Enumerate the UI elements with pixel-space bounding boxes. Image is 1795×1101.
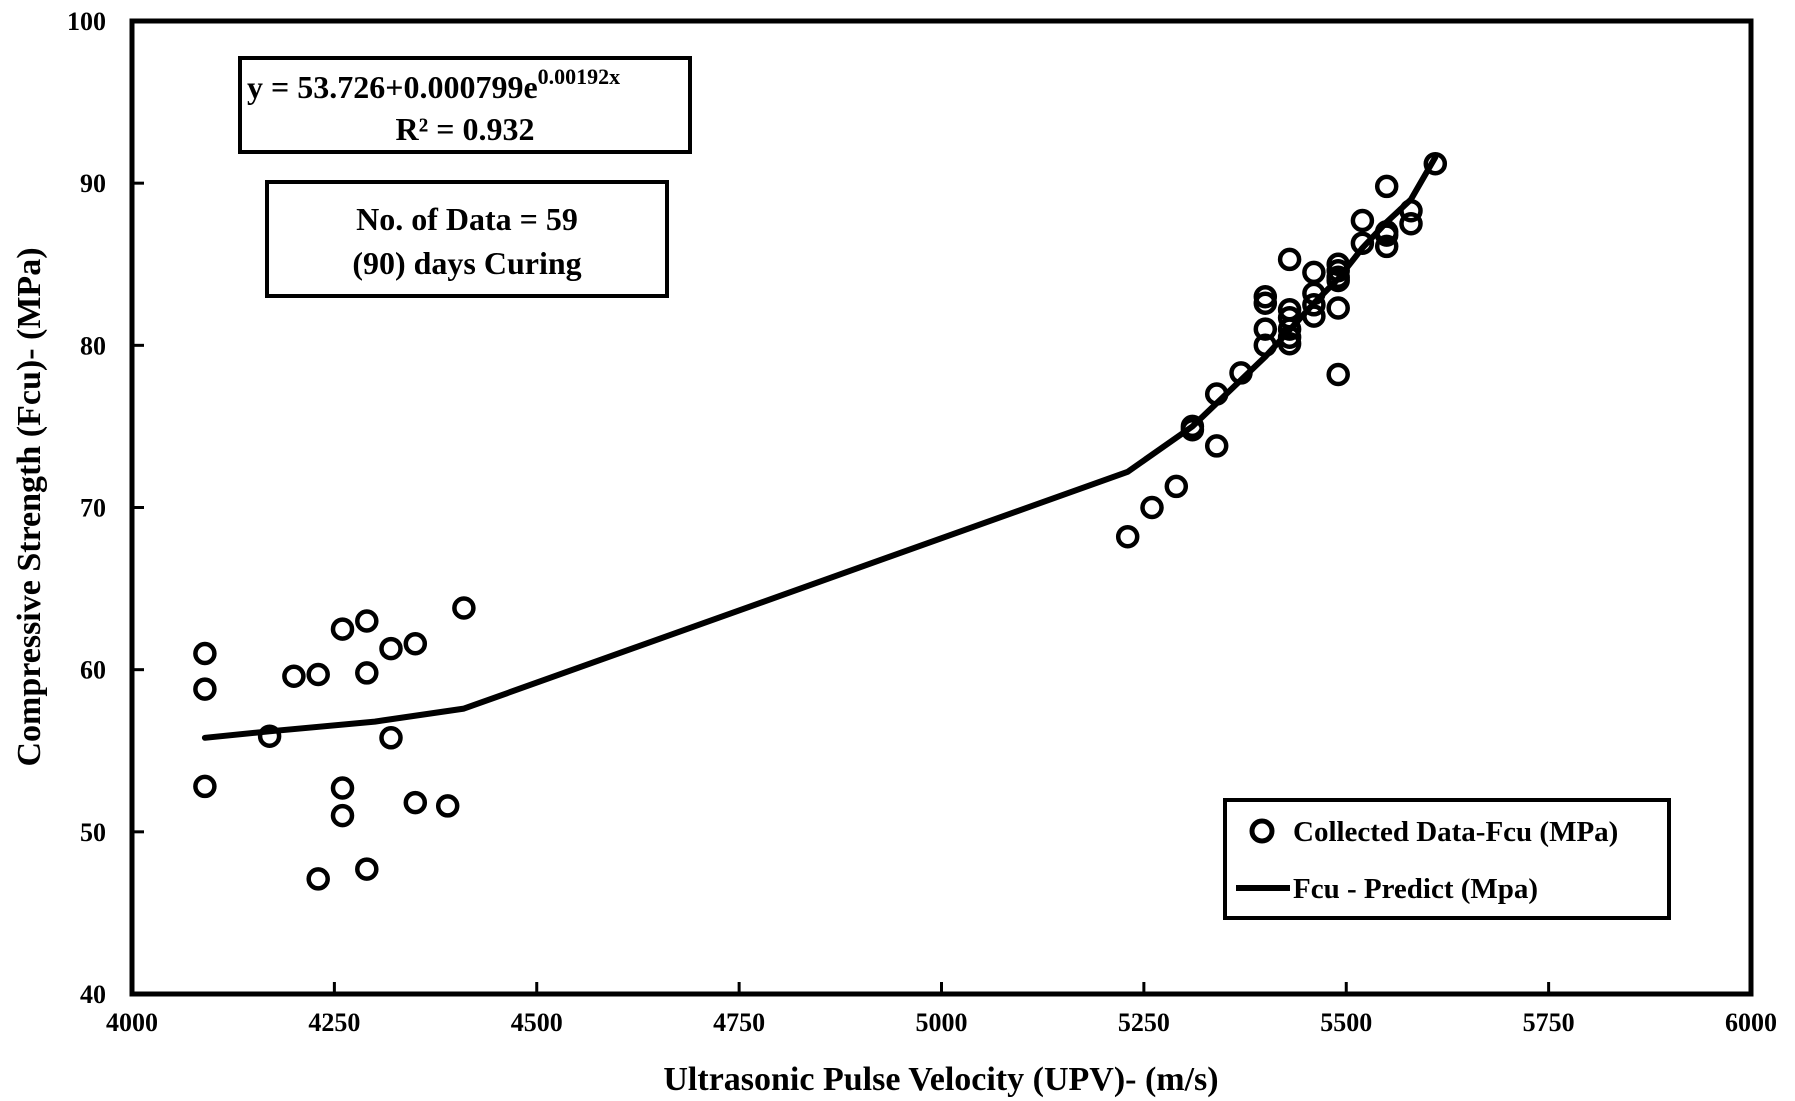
equation-box: y = 53.726+0.000799e0.00192x R² = 0.932 [238, 56, 692, 154]
data-point [1164, 474, 1189, 499]
y-axis-title: Compressive Strength (Fcu)- (MPa) [11, 247, 48, 766]
y-tick-label: 100 [67, 7, 106, 36]
legend-label-collected: Collected Data-Fcu (MPa) [1293, 816, 1618, 848]
axis-ticks: 4000 4250 4500 4750 5000 5250 5500 5750 6000 40 50… [67, 7, 1777, 1037]
y-tick-label: 50 [80, 818, 106, 847]
y-tick-label: 40 [80, 980, 106, 1009]
data-point [330, 776, 355, 800]
x-tick-label: 4000 [106, 1008, 158, 1037]
data-point [257, 724, 282, 748]
data-point [330, 803, 355, 828]
data-point [1302, 281, 1326, 306]
scatter-points-layer [193, 151, 1448, 891]
data-point [1302, 293, 1326, 317]
data-point [1374, 174, 1399, 199]
data-point [1140, 495, 1164, 520]
data-point [193, 774, 217, 799]
data-point [403, 631, 428, 656]
data-point [403, 790, 428, 815]
data-point [330, 617, 355, 641]
data-point [1350, 208, 1375, 233]
x-tick-label: 5000 [916, 1008, 968, 1037]
data-point [1277, 317, 1302, 341]
data-point [1326, 362, 1350, 387]
data-point [1423, 151, 1448, 176]
data-point [435, 794, 460, 818]
data-point [1253, 333, 1278, 358]
x-tick-label: 4750 [713, 1008, 765, 1037]
equation-text: y = 53.726+0.000799e0.00192x [247, 64, 620, 105]
data-point [1253, 291, 1278, 315]
y-tick-label: 70 [80, 494, 106, 523]
data-point [193, 677, 217, 701]
curing-text: (90) days Curing [352, 245, 581, 281]
data-point [1326, 296, 1350, 320]
x-tick-label: 5750 [1523, 1008, 1575, 1037]
data-point [1180, 417, 1205, 442]
data-point [1302, 304, 1326, 328]
data-point [1204, 382, 1229, 406]
x-tick-label: 5250 [1118, 1008, 1170, 1037]
equation-base: y = 53.726+0.000799e [247, 69, 538, 105]
data-point [1399, 198, 1423, 223]
data-point [355, 609, 379, 633]
data-point [379, 726, 403, 750]
legend: Collected Data-Fcu (MPa) Fcu - Predict (… [1223, 798, 1671, 920]
data-point [1277, 247, 1302, 272]
data-point [1326, 268, 1350, 293]
equation-exponent: 0.00192x [538, 64, 621, 89]
y-tick-label: 90 [80, 169, 106, 198]
data-point [1302, 260, 1326, 285]
r-squared-text: R² = 0.932 [396, 111, 535, 147]
y-tick-label: 60 [80, 656, 106, 685]
x-tick-label: 4250 [308, 1008, 360, 1037]
x-tick-label: 4500 [511, 1008, 563, 1037]
data-point [1374, 223, 1399, 247]
info-box: No. of Data = 59 (90) days Curing [265, 180, 669, 298]
data-point [1204, 434, 1229, 458]
data-point [355, 857, 379, 881]
data-point [355, 661, 379, 685]
data-point [1374, 234, 1399, 259]
data-point [193, 641, 217, 666]
legend-marker-collected [1249, 818, 1275, 844]
x-tick-label: 6000 [1725, 1008, 1777, 1037]
x-tick-label: 5500 [1320, 1008, 1372, 1037]
y-tick-label: 80 [80, 331, 106, 360]
data-point [379, 636, 403, 661]
x-axis-title: Ultrasonic Pulse Velocity (UPV)- (m/s) [663, 1061, 1218, 1098]
data-point [1253, 317, 1278, 341]
data-point [1229, 361, 1253, 385]
data-count-text: No. of Data = 59 [356, 201, 578, 237]
data-point [1350, 231, 1375, 255]
data-point [1399, 211, 1423, 236]
data-point [306, 867, 330, 891]
data-point [1277, 331, 1302, 356]
data-point [282, 664, 306, 688]
legend-label-predict: Fcu - Predict (Mpa) [1293, 873, 1538, 905]
data-point [452, 596, 476, 620]
data-point [1115, 524, 1140, 549]
data-point [306, 662, 330, 687]
